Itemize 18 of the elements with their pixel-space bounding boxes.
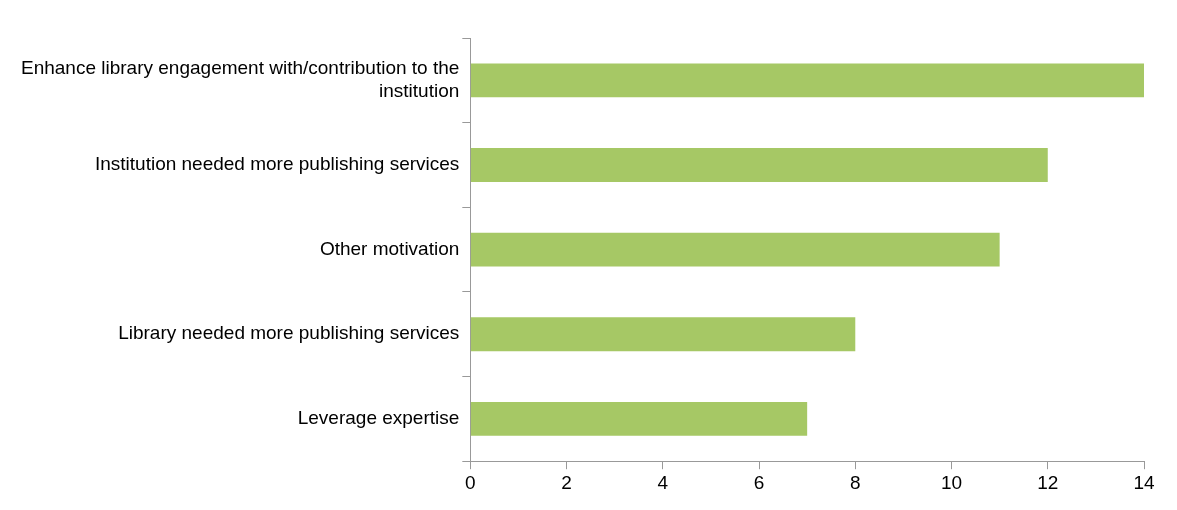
x-tick-label: 0 xyxy=(465,471,476,493)
bar xyxy=(470,148,1048,182)
x-tick-label: 8 xyxy=(849,471,861,493)
y-tick-label: Other motivation xyxy=(319,237,460,259)
bar xyxy=(470,317,856,352)
x-tick-label: 4 xyxy=(657,471,669,493)
x-tick-label: 2 xyxy=(561,471,572,493)
x-tick-label: 10 xyxy=(940,471,963,493)
bar xyxy=(470,232,1000,267)
x-tick-label: 6 xyxy=(753,471,765,493)
bar xyxy=(470,401,808,436)
x-tick-label: 12 xyxy=(1037,471,1059,493)
x-tick-label: 14 xyxy=(1133,471,1155,493)
y-tick-label: Institution needed more publishing services xyxy=(94,153,460,175)
y-tick-label: Enhance library engagement with/contribution to the institution xyxy=(21,57,460,101)
y-tick-label: Leverage expertise xyxy=(297,407,460,429)
bar xyxy=(470,63,1144,98)
y-tick-label: Library needed more publishing services xyxy=(118,322,460,344)
